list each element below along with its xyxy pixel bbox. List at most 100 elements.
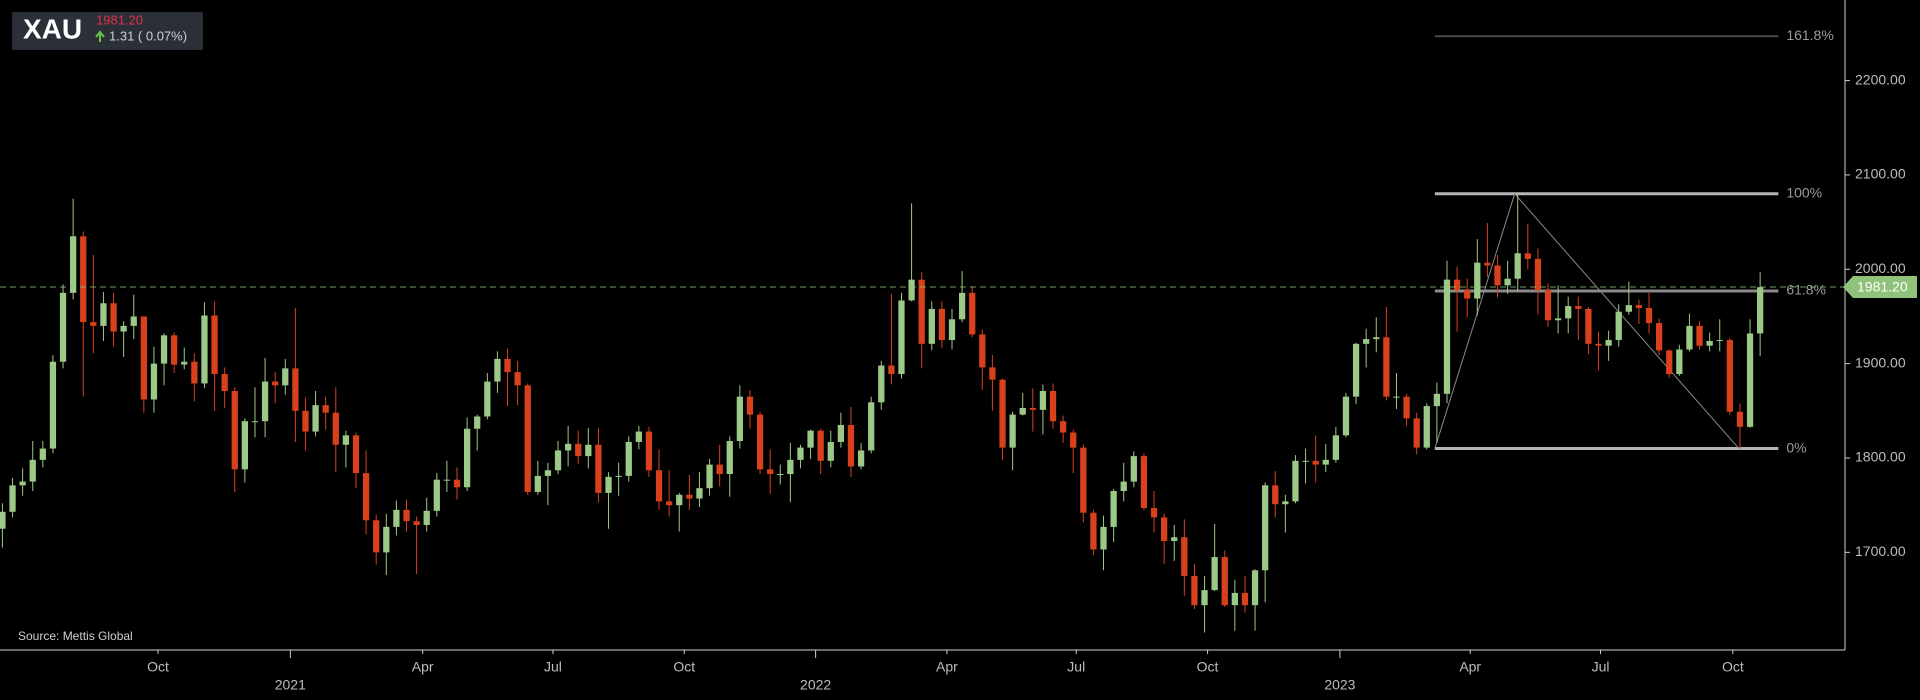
candle-body bbox=[686, 494, 693, 499]
candle-body bbox=[1504, 278, 1511, 286]
candle-body bbox=[746, 396, 754, 415]
candle-body bbox=[1676, 349, 1683, 375]
x-tick-label: Oct bbox=[1197, 659, 1219, 675]
candle-body bbox=[666, 501, 673, 506]
candle-body bbox=[1161, 517, 1168, 542]
candle-body bbox=[393, 509, 400, 527]
x-tick-label: Jul bbox=[1592, 659, 1610, 675]
candle-body bbox=[282, 368, 289, 386]
candle-body bbox=[433, 479, 440, 511]
candle-body bbox=[1211, 557, 1218, 591]
candle-body bbox=[1120, 481, 1127, 492]
candle-body bbox=[1403, 396, 1410, 419]
candle-body bbox=[1666, 350, 1673, 375]
candle-body bbox=[1757, 287, 1764, 334]
candle-body bbox=[605, 476, 612, 493]
x-tick-label: 2022 bbox=[800, 677, 831, 693]
candle-body bbox=[585, 444, 592, 457]
candle-body bbox=[251, 421, 259, 423]
candle-body bbox=[1272, 485, 1279, 505]
candle-body bbox=[474, 416, 481, 429]
candle-body bbox=[514, 372, 521, 386]
symbol: XAU bbox=[23, 13, 82, 44]
x-tick-label: Oct bbox=[673, 659, 695, 675]
candle-body bbox=[635, 431, 642, 442]
candle-body bbox=[878, 365, 885, 403]
header: XAU 1981.20 1.31 ( 0.07%) bbox=[12, 12, 203, 50]
candle-body bbox=[1181, 537, 1188, 576]
header-change: 1.31 ( 0.07%) bbox=[109, 28, 187, 43]
x-tick-label: Jul bbox=[544, 659, 562, 675]
y-tick-label: 1800.00 bbox=[1855, 449, 1906, 465]
candle-body bbox=[231, 391, 238, 470]
candle-body bbox=[171, 335, 178, 365]
candle-body bbox=[1726, 340, 1733, 412]
candle-body bbox=[100, 303, 107, 326]
candle-body bbox=[726, 441, 733, 475]
candle-body bbox=[1706, 340, 1713, 346]
candle-body bbox=[564, 443, 572, 451]
candle-body bbox=[1130, 456, 1137, 482]
candle-body bbox=[615, 475, 622, 477]
candle-body bbox=[595, 444, 602, 493]
candle-body bbox=[1494, 265, 1501, 286]
candle-body bbox=[362, 473, 370, 521]
candle-body bbox=[292, 368, 299, 411]
candle-body bbox=[1635, 305, 1643, 308]
candle-body bbox=[696, 488, 703, 499]
candle-body bbox=[191, 361, 198, 384]
candle-body bbox=[938, 308, 946, 341]
candle-body bbox=[868, 402, 875, 451]
candle-body bbox=[1575, 306, 1582, 309]
candle-body bbox=[322, 405, 329, 413]
candle-body bbox=[272, 381, 279, 386]
x-tick-label: 2021 bbox=[275, 677, 306, 693]
candle-body bbox=[948, 319, 956, 341]
candle-body bbox=[1251, 570, 1259, 606]
candle-body bbox=[1322, 459, 1329, 465]
candle-body bbox=[1100, 526, 1107, 550]
candle-body bbox=[1554, 318, 1562, 321]
candle-body bbox=[150, 363, 158, 400]
candle-body bbox=[373, 520, 380, 553]
candle-body bbox=[1565, 306, 1572, 319]
candle-body bbox=[625, 441, 632, 476]
candle-body bbox=[787, 459, 794, 475]
last-price-label: 1981.20 bbox=[1857, 279, 1908, 295]
candle-body bbox=[1342, 396, 1350, 436]
candle-body bbox=[29, 459, 36, 482]
candle-body bbox=[201, 315, 208, 384]
candle-body bbox=[1049, 391, 1057, 422]
candle-body bbox=[1140, 456, 1148, 508]
candle-body bbox=[1171, 537, 1178, 542]
candle-body bbox=[857, 450, 865, 467]
candle-body bbox=[1484, 262, 1491, 266]
candle-body bbox=[1514, 253, 1521, 279]
candle-body bbox=[958, 292, 966, 320]
candle-body bbox=[1352, 343, 1360, 397]
candle-body bbox=[1080, 447, 1087, 513]
candle-body bbox=[554, 450, 562, 471]
candle-body bbox=[767, 469, 774, 475]
candle-body bbox=[504, 358, 511, 373]
candle-body bbox=[1019, 407, 1026, 415]
candle-body bbox=[140, 316, 147, 400]
candle-body bbox=[453, 479, 461, 488]
candle-body bbox=[777, 474, 784, 476]
candle-body bbox=[1231, 592, 1238, 606]
candle-body bbox=[979, 334, 986, 368]
candle-body bbox=[160, 335, 168, 364]
x-tick-label: 2023 bbox=[1324, 677, 1355, 693]
candle-body bbox=[413, 521, 420, 525]
candle-body bbox=[49, 361, 57, 449]
candle-body bbox=[1413, 418, 1420, 448]
candle-body bbox=[312, 405, 319, 432]
fib-level-label: 161.8% bbox=[1786, 27, 1833, 43]
last-price-marker bbox=[1843, 276, 1917, 299]
x-tick-label: Apr bbox=[412, 659, 434, 675]
fib-trend-line bbox=[1434, 192, 1740, 449]
candle-body bbox=[261, 381, 269, 422]
candle-body bbox=[1332, 435, 1339, 460]
